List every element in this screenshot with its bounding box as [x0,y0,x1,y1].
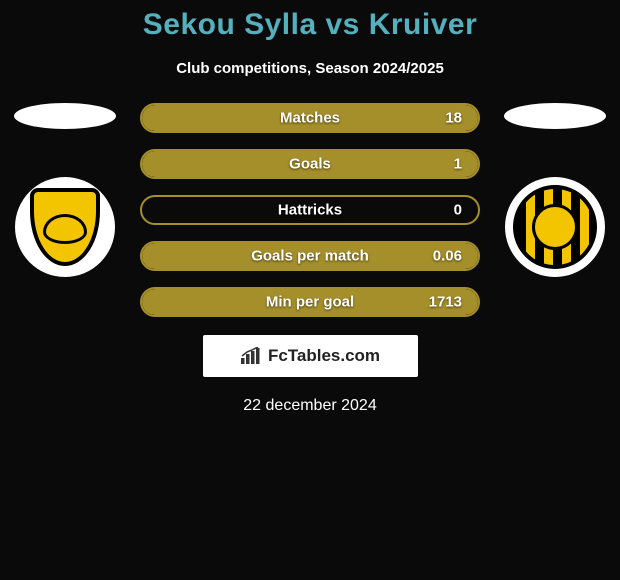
stat-value-right: 0 [454,202,462,219]
stat-value-right: 1 [454,156,462,173]
club-badge-right [505,177,605,277]
date-text: 22 december 2024 [0,397,620,415]
stat-bar: Min per goal 1713 [140,287,480,317]
stat-label: Goals [289,156,331,173]
main-area: Matches 18 Goals 1 Hattricks 0 Goals per match… [0,103,620,415]
stat-bars: Matches 18 Goals 1 Hattricks 0 Goals per match… [140,103,480,317]
stat-label: Min per goal [266,294,354,311]
cambuur-crest-icon [30,188,100,266]
subtitle: Club competitions, Season 2024/2025 [0,60,620,77]
stat-value-right: 1713 [429,294,462,311]
stat-value-right: 18 [445,110,462,127]
chart-icon [240,347,262,365]
stat-label: Goals per match [251,248,369,265]
roda-crest-icon [513,185,597,269]
stat-label: Matches [280,110,340,127]
page-title: Sekou Sylla vs Kruiver [0,0,620,42]
player-right-photo-placeholder [504,103,606,129]
stat-bar: Goals 1 [140,149,480,179]
stat-bar: Matches 18 [140,103,480,133]
source-logo-text: FcTables.com [268,346,380,366]
player-right-column [500,103,610,277]
player-left-photo-placeholder [14,103,116,129]
stat-value-right: 0.06 [433,248,462,265]
stat-bar: Goals per match 0.06 [140,241,480,271]
stat-bar: Hattricks 0 [140,195,480,225]
source-logo: FcTables.com [203,335,418,377]
club-badge-left [15,177,115,277]
infographic-root: Sekou Sylla vs Kruiver Club competitions… [0,0,620,580]
stat-label: Hattricks [278,202,342,219]
player-left-column [10,103,120,277]
